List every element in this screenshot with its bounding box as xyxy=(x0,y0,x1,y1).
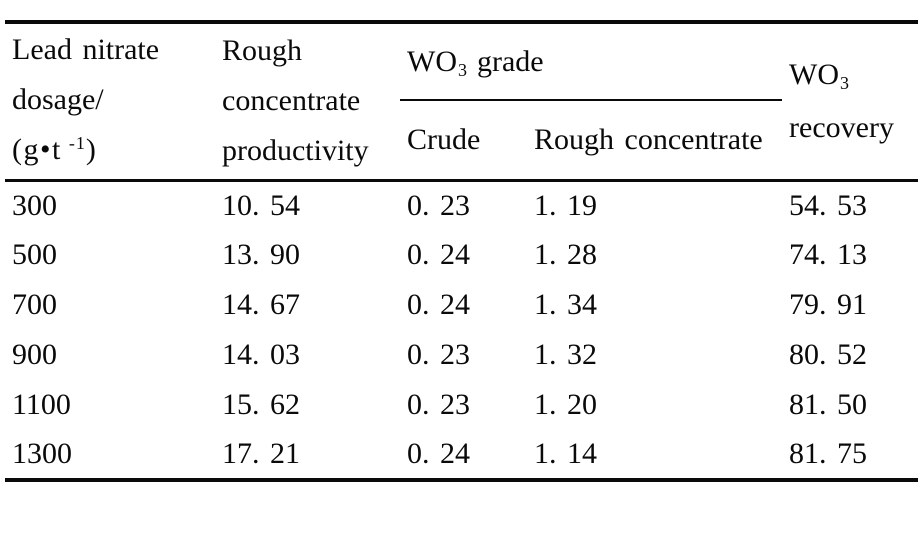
cell-dosage: 1300 xyxy=(12,437,72,470)
cell-productivity: 15. 62 xyxy=(222,388,300,421)
table-row: 700 14. 67 0. 24 1. 34 79. 91 xyxy=(5,280,918,330)
cell-crude-grade: 0. 23 xyxy=(407,388,470,421)
cell-recovery: 81. 50 xyxy=(789,388,868,421)
cell-productivity: 17. 21 xyxy=(222,437,300,470)
cell-rough-grade: 1. 20 xyxy=(534,388,597,421)
header-line-unit: (g•t -1) xyxy=(12,125,218,178)
table-row: 1300 17. 21 0. 24 1. 14 81. 75 xyxy=(5,430,918,480)
header-crude: Crude xyxy=(407,122,481,156)
flotation-results-table: Lead nitrate dosage/ (g•t -1) Rough conce… xyxy=(5,20,919,482)
header-rough-concentrate-productivity: Rough concentrate productivity xyxy=(218,22,400,180)
header-line-concentrate: concentrate xyxy=(222,84,361,118)
header-row-top: Lead nitrate dosage/ (g•t -1) Rough conce… xyxy=(5,22,918,167)
cell-rough-grade: 1. 14 xyxy=(534,437,597,470)
cell-dosage: 1100 xyxy=(12,388,71,421)
table-row: 300 10. 54 0. 23 1. 19 54. 53 xyxy=(5,178,919,230)
cell-dosage: 900 xyxy=(12,338,57,371)
cell-dosage: 500 xyxy=(12,238,57,271)
header-rough-concentrate: Rough concentrate xyxy=(534,122,763,156)
cell-productivity: 10. 54 xyxy=(218,178,400,230)
cell-productivity: 14. 67 xyxy=(222,288,300,321)
cell-crude-grade: 0. 23 xyxy=(407,338,470,371)
cell-rough-grade: 1. 32 xyxy=(534,338,597,371)
cell-dosage: 300 xyxy=(5,178,218,230)
header-line-rough: Rough xyxy=(222,34,303,68)
unit-exponent: -1 xyxy=(68,132,86,153)
cell-productivity: 14. 03 xyxy=(222,338,300,371)
cell-crude-grade: 0. 23 xyxy=(400,178,528,230)
wo3-formula: WO xyxy=(407,44,457,78)
unit-suffix: ) xyxy=(85,132,98,166)
cell-rough-grade: 1. 28 xyxy=(534,238,597,271)
cell-recovery: 74. 13 xyxy=(789,238,868,271)
cell-recovery: 81. 75 xyxy=(789,437,868,470)
table-row: 900 14. 03 0. 23 1. 32 80. 52 xyxy=(5,330,918,380)
cell-crude-grade: 0. 24 xyxy=(407,238,470,271)
wo3-subscript: 3 xyxy=(840,72,849,93)
cell-recovery: 79. 91 xyxy=(789,288,868,321)
header-line-wo3: WO3 xyxy=(789,50,918,103)
cell-recovery: 54. 53 xyxy=(782,178,919,230)
cell-dosage: 700 xyxy=(12,288,57,321)
wo3-subscript: 3 xyxy=(457,59,467,80)
cell-crude-grade: 0. 24 xyxy=(407,288,470,321)
grade-label: grade xyxy=(476,44,544,78)
wo3-formula: WO xyxy=(789,57,839,91)
cell-rough-grade: 1. 34 xyxy=(534,288,597,321)
unit-prefix: (g•t xyxy=(12,132,62,166)
cell-productivity: 13. 90 xyxy=(222,238,300,271)
header-line-dosage: dosage/ xyxy=(12,82,104,116)
cell-recovery: 80. 52 xyxy=(789,338,868,371)
header-line-lead-nitrate: Lead nitrate xyxy=(12,32,160,66)
cell-crude-grade: 0. 24 xyxy=(407,437,470,470)
header-row-sub: Crude Rough concentrate xyxy=(5,100,918,180)
header-line-productivity: productivity xyxy=(222,134,369,168)
header-lead-nitrate-dosage: Lead nitrate dosage/ (g•t -1) xyxy=(5,22,218,180)
header-wo3-grade: WO3 grade xyxy=(400,22,783,101)
table-row: 500 13. 90 0. 24 1. 28 74. 13 xyxy=(5,230,918,280)
header-line-recovery: recovery xyxy=(789,110,894,144)
table-row: 1100 15. 62 0. 23 1. 20 81. 50 xyxy=(5,380,918,430)
cell-rough-grade: 1. 19 xyxy=(528,178,783,230)
header-wo3-recovery: WO3 recovery xyxy=(782,22,918,180)
